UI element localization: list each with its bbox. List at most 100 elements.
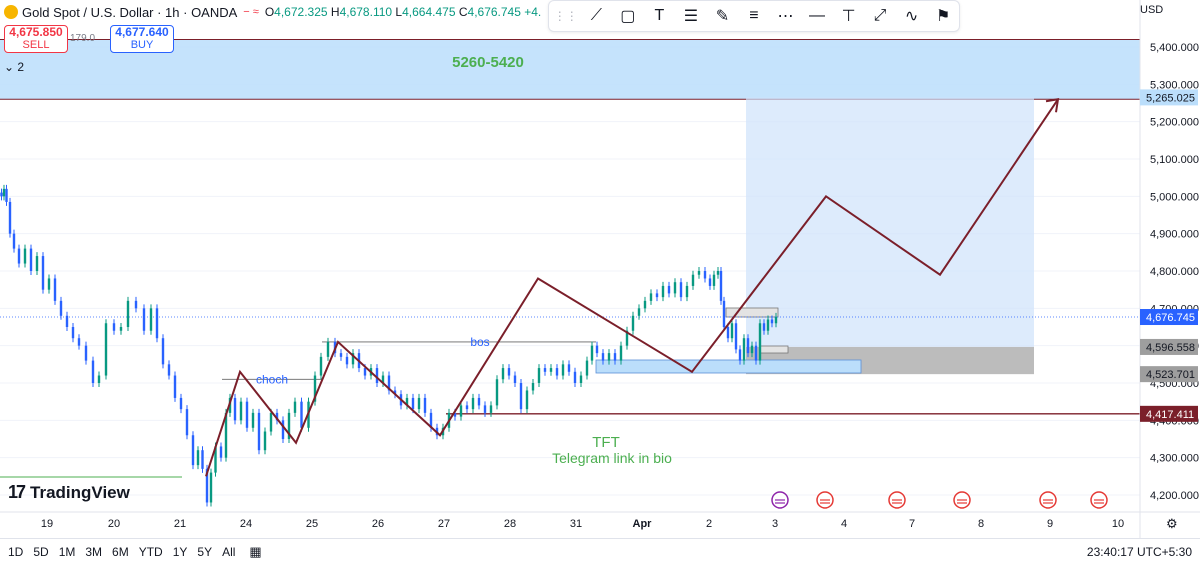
- candle-body: [126, 300, 130, 327]
- timeframe-1d[interactable]: 1D: [8, 545, 24, 559]
- candle-body: [579, 375, 583, 383]
- candle-body: [655, 293, 659, 298]
- bottom-toolbar: 1D 5D 1M 3M 6M YTD 1Y 5Y All ▦ 23:40:17 UTC+5:30: [0, 538, 1200, 565]
- y-tick-label: 4,300.000: [1150, 453, 1199, 465]
- fib-icon[interactable]: ≡: [749, 7, 759, 24]
- compare-icon[interactable]: − ≈: [243, 6, 259, 18]
- candle-body: [513, 375, 517, 383]
- candle-body: [91, 360, 95, 383]
- timeframe-all[interactable]: All: [222, 545, 236, 559]
- path-icon[interactable]: ∿: [904, 8, 919, 25]
- y-tick-label: 5,400.000: [1150, 42, 1199, 54]
- candle-body: [293, 401, 297, 413]
- candle-body: [275, 412, 279, 421]
- candle-body: [766, 319, 770, 331]
- open-value: 4,672.325: [274, 5, 328, 19]
- candle-body: [595, 345, 599, 354]
- buy-button[interactable]: 4,677.640 BUY: [110, 25, 174, 53]
- candle-body: [205, 468, 209, 503]
- small-box[interactable]: [725, 307, 779, 318]
- small-box[interactable]: [759, 345, 789, 354]
- candle-body: [561, 364, 565, 376]
- x-tick-label: 19: [41, 518, 53, 530]
- flag-icon[interactable]: ⚑: [935, 8, 951, 25]
- sell-button[interactable]: 4,675.850 SELL: [4, 25, 68, 53]
- candle-body: [537, 368, 541, 383]
- trend-line-icon[interactable]: ⟋: [590, 7, 602, 24]
- text-icon[interactable]: T: [654, 7, 665, 24]
- timeframe-3m[interactable]: 3M: [85, 545, 103, 559]
- candle-body: [495, 379, 499, 406]
- candle-body: [543, 368, 547, 372]
- candle-body: [185, 409, 189, 436]
- candle-body: [555, 368, 559, 376]
- rectangle-icon[interactable]: ▢: [620, 8, 636, 25]
- x-tick-label: 2: [706, 518, 712, 530]
- ohlc-values: O4,672.325 H4,678.110 L4,664.475 C4,676.…: [264, 5, 542, 19]
- x-tick-label: 3: [772, 518, 778, 530]
- y-tick-label: 4,900.000: [1150, 229, 1199, 241]
- timeframe-1y[interactable]: 1Y: [172, 545, 188, 559]
- logo-text: TradingView: [30, 482, 130, 502]
- candle-body: [224, 412, 228, 458]
- zigzag-path[interactable]: [205, 98, 1059, 477]
- indicators-toggle[interactable]: ⌄ 2: [4, 60, 24, 74]
- choch-label: choch: [256, 372, 288, 386]
- candle-body: [263, 431, 267, 451]
- long-position-icon[interactable]: ☰: [683, 8, 699, 25]
- candle-body: [754, 345, 758, 361]
- timeframe-ytd[interactable]: YTD: [138, 545, 163, 559]
- price-label-bg: [1140, 366, 1198, 383]
- candle-body: [112, 323, 116, 331]
- candle-body: [590, 345, 594, 361]
- candle-body: [161, 338, 165, 365]
- candle-body: [65, 315, 69, 327]
- price-label-bg: [1140, 89, 1198, 106]
- candle-body: [643, 300, 647, 309]
- candle-body: [758, 323, 762, 361]
- timeframe-1m[interactable]: 1M: [58, 545, 76, 559]
- candle-body: [179, 397, 183, 410]
- calendar-goto-icon[interactable]: ▦: [249, 544, 262, 559]
- candle-body: [363, 368, 367, 376]
- measure-icon[interactable]: ⋯: [777, 8, 794, 25]
- candle-body: [84, 345, 88, 361]
- x-tick-label: 7: [909, 518, 915, 530]
- timeframe-6m[interactable]: 6M: [112, 545, 129, 559]
- candle-body: [219, 446, 223, 458]
- settings-icon[interactable]: ⚙: [1166, 516, 1178, 531]
- target-zone[interactable]: [0, 39, 1140, 100]
- timeframe-5y[interactable]: 5Y: [197, 545, 213, 559]
- candle-body: [239, 401, 243, 421]
- candle-body: [411, 397, 415, 410]
- cross-line-icon[interactable]: ⊤: [841, 8, 856, 25]
- timeframe-5d[interactable]: 5D: [33, 545, 49, 559]
- demand-box[interactable]: [595, 359, 862, 374]
- x-tick-label: 21: [174, 518, 186, 530]
- target-zone-label: 5260-5420: [452, 54, 524, 71]
- candle-body: [375, 368, 379, 383]
- price-range-icon[interactable]: ⤢: [873, 7, 887, 24]
- tradingview-mark-icon: 17: [8, 482, 26, 502]
- y-tick-label: 4,800.000: [1150, 266, 1199, 278]
- candle-body: [12, 233, 16, 249]
- change-value: +4.: [524, 5, 542, 19]
- candle-body: [625, 330, 629, 346]
- candle-body: [29, 248, 33, 271]
- horizontal-line-icon[interactable]: —: [809, 7, 826, 24]
- candle-body: [489, 405, 493, 413]
- candle-body: [251, 412, 255, 428]
- projection-box[interactable]: [746, 97, 1034, 347]
- symbol-title[interactable]: Gold Spot / U.S. Dollar · 1h · OANDA: [22, 4, 238, 20]
- candle-body: [5, 188, 8, 202]
- candle-body: [245, 401, 249, 428]
- candle-body: [287, 412, 291, 439]
- candle-body: [774, 316, 778, 324]
- brush-icon[interactable]: ✎: [715, 8, 730, 25]
- x-tick-label: 27: [438, 518, 450, 530]
- drag-handle-icon[interactable]: ⋮⋮: [553, 9, 578, 23]
- candle-body: [601, 353, 605, 361]
- currency-label[interactable]: USD: [1140, 4, 1164, 16]
